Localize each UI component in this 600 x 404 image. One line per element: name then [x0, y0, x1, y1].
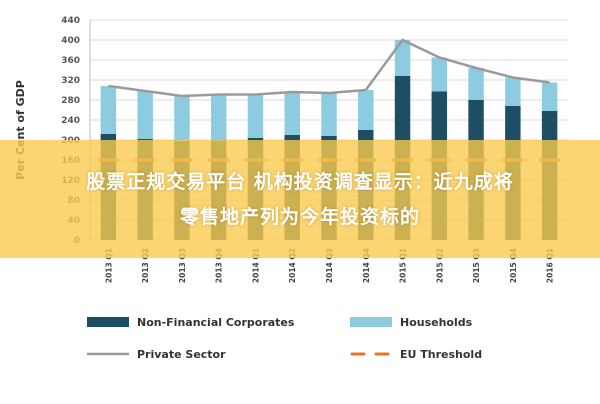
legend-label: EU Threshold	[400, 348, 482, 361]
x-tick-label: 2015 Q4	[509, 248, 518, 283]
x-tick-label: 2013 Q4	[215, 248, 224, 283]
x-tick-label: 2013 Q1	[104, 248, 113, 283]
bar-households	[247, 94, 264, 138]
legend-swatch	[87, 317, 129, 327]
legend-swatch	[350, 317, 392, 327]
bar-households	[505, 77, 521, 106]
x-tick-label: 2014 Q1	[251, 248, 260, 283]
x-tick-label: 2014 Q4	[362, 248, 371, 283]
y-tick-label: 400	[61, 36, 80, 46]
x-tick-label: 2014 Q3	[325, 248, 334, 283]
y-tick-label: 280	[61, 96, 80, 106]
legend-households: Households	[350, 316, 473, 329]
bar-households	[174, 96, 190, 141]
x-tick-label: 2015 Q3	[472, 248, 481, 283]
bar-households	[358, 90, 374, 130]
legend-label: Households	[400, 316, 473, 329]
y-tick-label: 360	[61, 56, 80, 66]
x-tick-label: 2016 Q1	[546, 248, 555, 283]
x-tick-label: 2013 Q3	[178, 248, 187, 283]
private-sector-line	[108, 38, 550, 98]
legend: Non-Financial Corporates Households Privat…	[87, 316, 482, 361]
bar-households	[100, 86, 117, 134]
bar-households	[468, 68, 484, 100]
legend-non-financial-corporates: Non-Financial Corporates	[87, 316, 295, 329]
bar-households	[394, 40, 411, 76]
bar-households	[321, 93, 337, 136]
bar-households	[541, 82, 558, 111]
legend-private-sector: Private Sector	[87, 348, 226, 361]
bar-households	[137, 91, 153, 139]
x-tick-label: 2015 Q1	[399, 248, 408, 283]
x-tick-label: 2013 Q2	[141, 248, 150, 283]
legend-eu-threshold: EU Threshold	[350, 348, 482, 361]
x-tick-label: 2014 Q2	[288, 248, 297, 283]
legend-label: Non-Financial Corporates	[137, 316, 295, 329]
overlay-headline-line-1: 股票正规交易平台 机构投资调查显示：近九成将	[86, 171, 514, 193]
y-tick-label: 320	[61, 76, 80, 86]
x-tick-label: 2015 Q2	[435, 248, 444, 283]
bar-households	[210, 94, 227, 141]
y-tick-label: 240	[61, 116, 80, 126]
bar-households	[431, 57, 448, 92]
overlay-banner	[0, 140, 600, 258]
legend-label: Private Sector	[137, 348, 226, 361]
bar-households	[284, 92, 300, 135]
overlay-headline-line-2: 零售地产列为今年投资标的	[179, 206, 420, 228]
y-tick-label: 440	[61, 16, 80, 26]
